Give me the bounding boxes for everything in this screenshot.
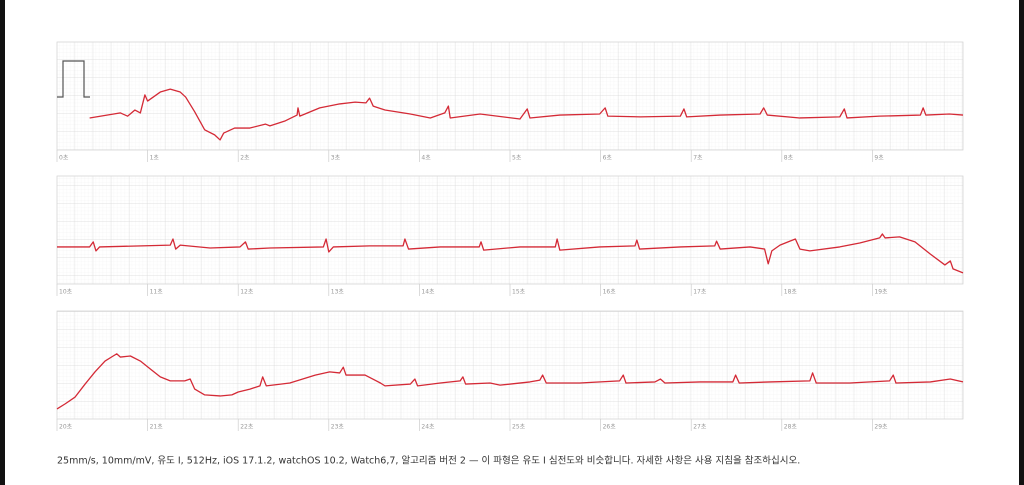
x-tick-label: 25초	[512, 424, 526, 431]
x-tick-label: 10초	[59, 289, 73, 296]
x-tick-label: 9초	[874, 155, 884, 162]
ecg-trace	[89, 88, 964, 141]
x-tick-label: 24초	[421, 424, 435, 431]
screen-edge	[0, 0, 5, 485]
x-tick-label: 29초	[874, 424, 888, 431]
screen-edge	[1019, 0, 1024, 485]
calibration-pulse	[57, 60, 90, 98]
x-tick-label: 12초	[240, 289, 254, 296]
x-tick-label: 20초	[59, 424, 73, 431]
x-tick-label: 13초	[331, 289, 345, 296]
x-tick-label: 3초	[331, 155, 341, 162]
x-tick-label: 5초	[512, 155, 522, 162]
x-tick-label: 6초	[603, 155, 613, 162]
x-tick-label: 14초	[421, 289, 435, 296]
ecg-trace	[56, 353, 964, 410]
x-tick-label: 2초	[240, 155, 250, 162]
x-tick-label: 15초	[512, 289, 526, 296]
caption: 25mm/s, 10mm/mV, 유도 I, 512Hz, iOS 17.1.2…	[57, 455, 800, 467]
x-tick-label: 18초	[784, 289, 798, 296]
x-tick-label: 16초	[603, 289, 617, 296]
x-tick-label: 1초	[150, 155, 160, 162]
ecg-grid	[56, 175, 964, 285]
ecg-grid	[56, 310, 964, 420]
x-tick-label: 7초	[693, 155, 703, 162]
x-tick-label: 19초	[874, 289, 888, 296]
x-tick-label: 0초	[59, 155, 69, 162]
ecg-trace	[57, 233, 964, 274]
x-tick-label: 8초	[784, 155, 794, 162]
x-tick-label: 21초	[150, 424, 164, 431]
x-tick-label: 11초	[150, 289, 164, 296]
x-tick-label: 26초	[603, 424, 617, 431]
x-tick-label: 4초	[421, 155, 431, 162]
x-tick-label: 23초	[331, 424, 345, 431]
x-tick-label: 28초	[784, 424, 798, 431]
ecg-grid	[56, 41, 964, 151]
x-tick-label: 27초	[693, 424, 707, 431]
x-tick-label: 17초	[693, 289, 707, 296]
x-tick-label: 22초	[240, 424, 254, 431]
